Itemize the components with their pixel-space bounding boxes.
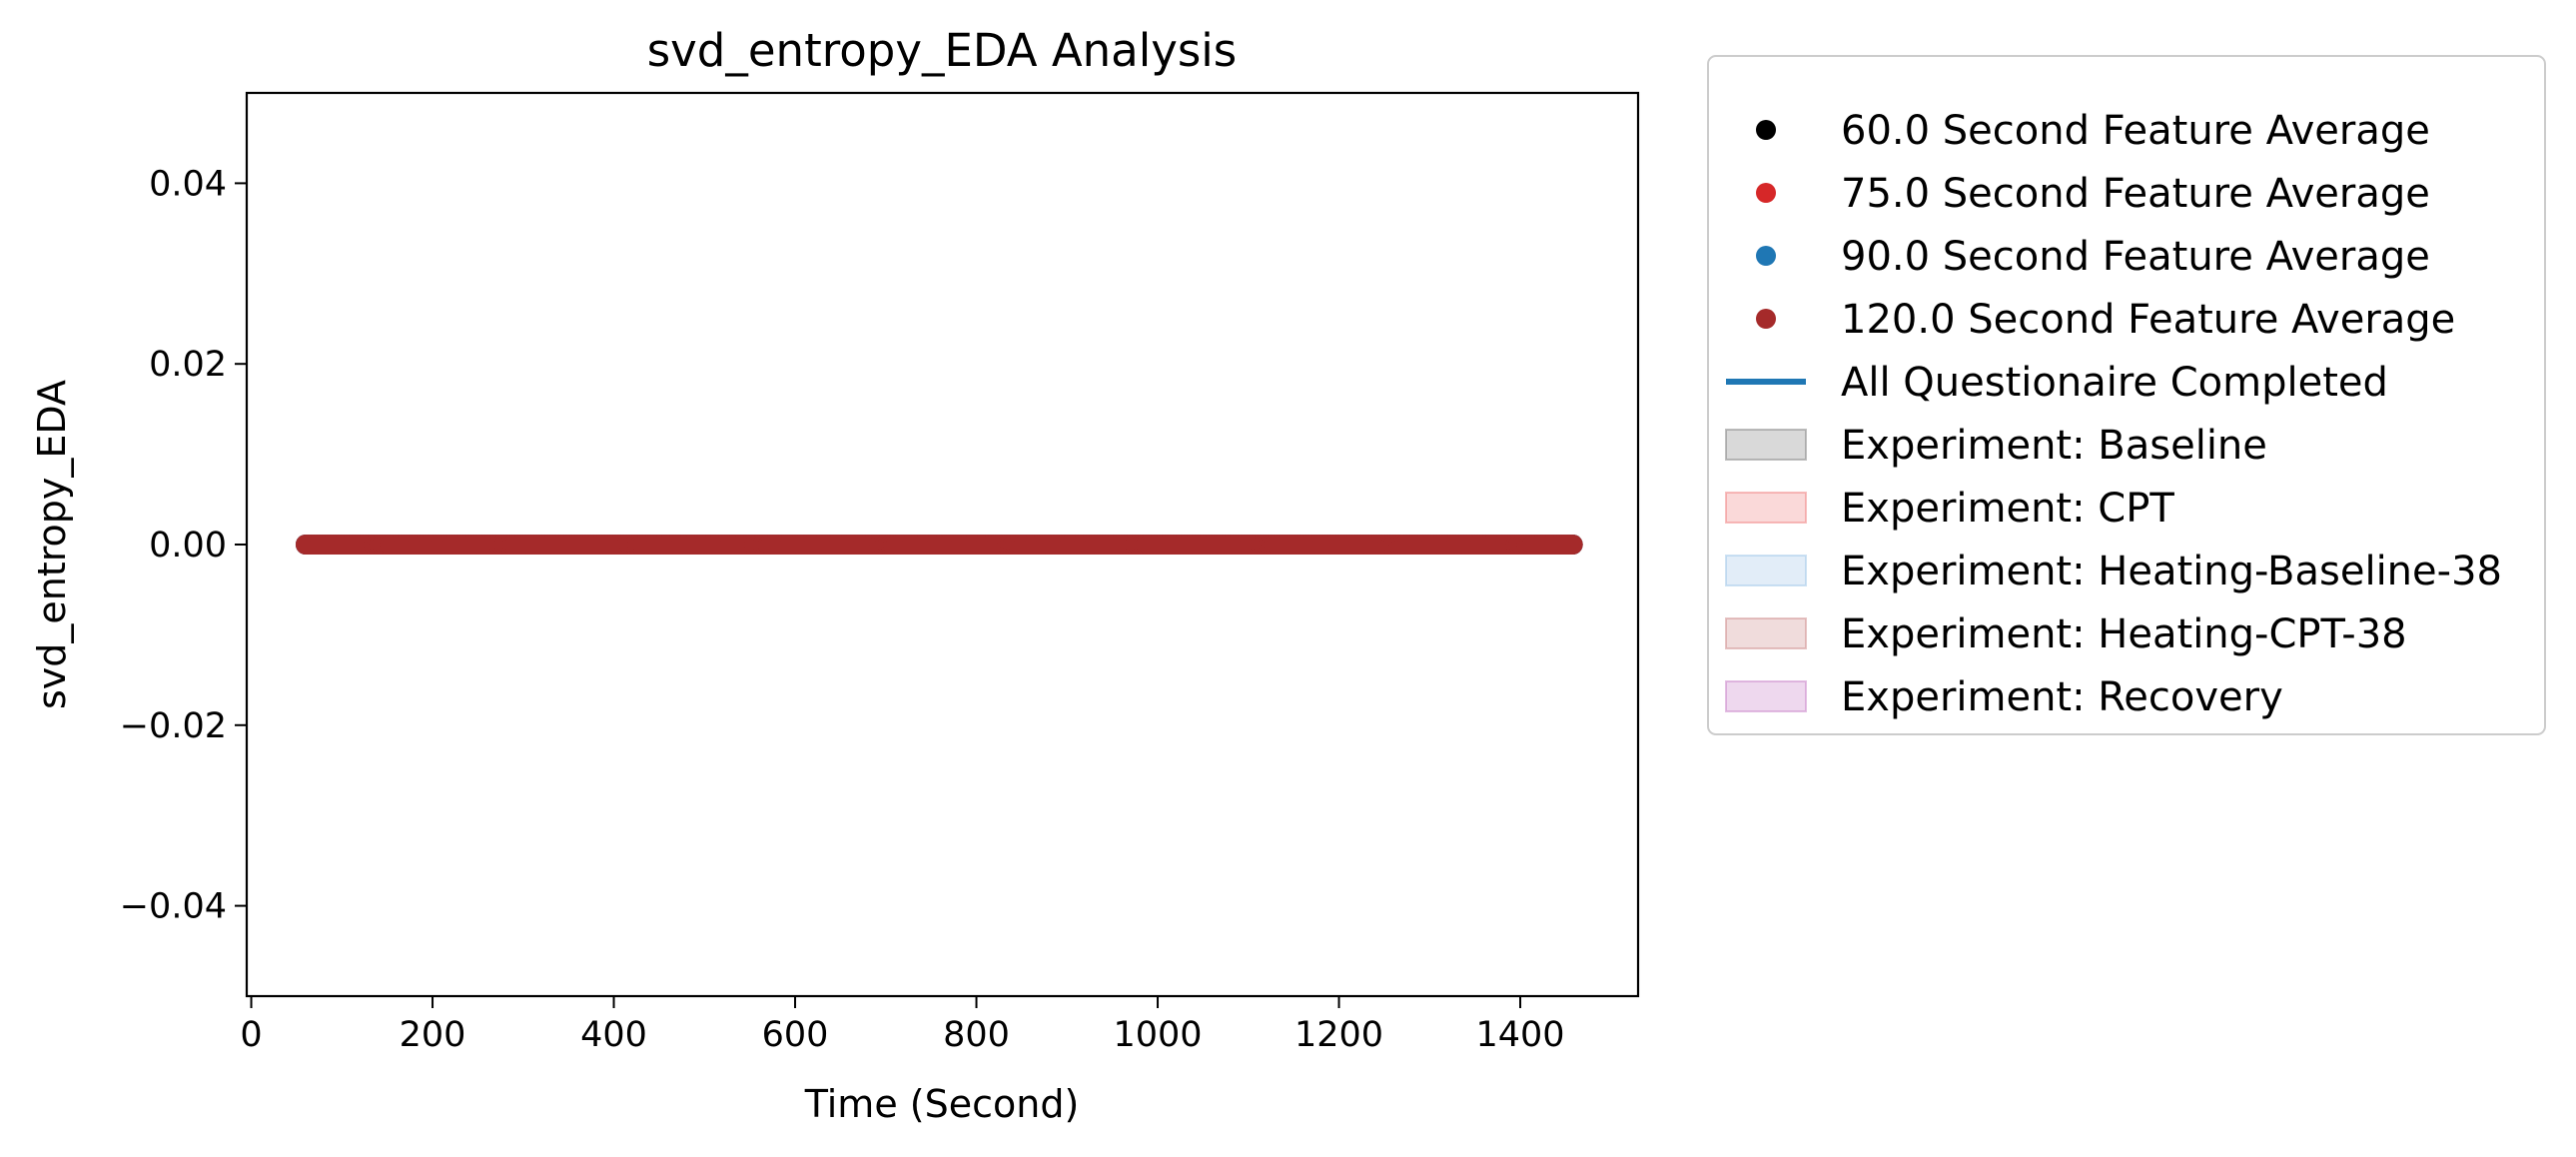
legend: 60.0 Second Feature Average 75.0 Second F… [1707, 55, 2546, 735]
legend-item: Experiment: Baseline [1725, 423, 2267, 469]
x-axis: 0 200 400 600 800 1000 1200 1400 [240, 996, 1565, 1055]
legend-label: Experiment: Heating-Baseline-38 [1841, 549, 2502, 594]
x-tick-label: 400 [580, 1015, 647, 1055]
legend-label: 90.0 Second Feature Average [1841, 234, 2430, 280]
x-axis-label: Time (Second) [804, 1082, 1080, 1126]
legend-item: Experiment: CPT [1725, 486, 2174, 532]
legend-patch [1725, 617, 1807, 649]
chart-title: svd_entropy_EDA Analysis [647, 24, 1238, 77]
legend-item: All Questionaire Completed [1726, 360, 2388, 406]
legend-item: 75.0 Second Feature Average [1756, 171, 2430, 217]
legend-patch [1725, 429, 1807, 461]
x-tick-label: 1200 [1294, 1015, 1383, 1055]
legend-marker [1756, 120, 1776, 140]
legend-item: 90.0 Second Feature Average [1756, 234, 2430, 280]
legend-label: 120.0 Second Feature Average [1841, 297, 2455, 343]
series-4 [295, 535, 1583, 555]
y-axis: 0.04 0.02 0.00 −0.02 −0.04 [120, 164, 247, 927]
legend-label: Experiment: Heating-CPT-38 [1841, 611, 2407, 657]
y-tick-label: 0.04 [149, 164, 227, 204]
x-tick-label: 1000 [1113, 1015, 1202, 1055]
legend-label: All Questionaire Completed [1841, 360, 2388, 406]
y-tick-label: −0.02 [120, 706, 227, 746]
legend-label: Experiment: CPT [1841, 486, 2174, 532]
legend-patch [1725, 492, 1807, 524]
legend-marker [1756, 183, 1776, 203]
y-tick-label: 0.02 [149, 345, 227, 385]
legend-label: 60.0 Second Feature Average [1841, 108, 2430, 154]
legend-label: 75.0 Second Feature Average [1841, 171, 2430, 217]
legend-frame [1707, 55, 2546, 735]
x-tick-label: 200 [400, 1015, 466, 1055]
plot-area [295, 535, 1583, 555]
y-axis-label: svd_entropy_EDA [30, 380, 74, 709]
y-tick-label: −0.04 [120, 887, 227, 927]
legend-item: 120.0 Second Feature Average [1756, 297, 2455, 343]
x-tick-label: 600 [762, 1015, 829, 1055]
x-tick-label: 1400 [1475, 1015, 1564, 1055]
legend-label: Experiment: Baseline [1841, 423, 2267, 469]
legend-marker [1756, 309, 1776, 329]
legend-item: Experiment: Heating-Baseline-38 [1725, 549, 2502, 594]
y-tick-label: 0.00 [149, 526, 227, 566]
legend-item: Experiment: Recovery [1725, 674, 2283, 720]
legend-patch [1725, 680, 1807, 712]
legend-item: 60.0 Second Feature Average [1756, 108, 2430, 154]
legend-item: Experiment: Heating-CPT-38 [1725, 611, 2407, 657]
legend-patch [1725, 555, 1807, 586]
legend-marker [1756, 246, 1776, 266]
data-point [1562, 535, 1583, 555]
x-tick-label: 800 [943, 1015, 1010, 1055]
legend-label: Experiment: Recovery [1841, 674, 2283, 720]
x-tick-label: 0 [240, 1015, 262, 1055]
